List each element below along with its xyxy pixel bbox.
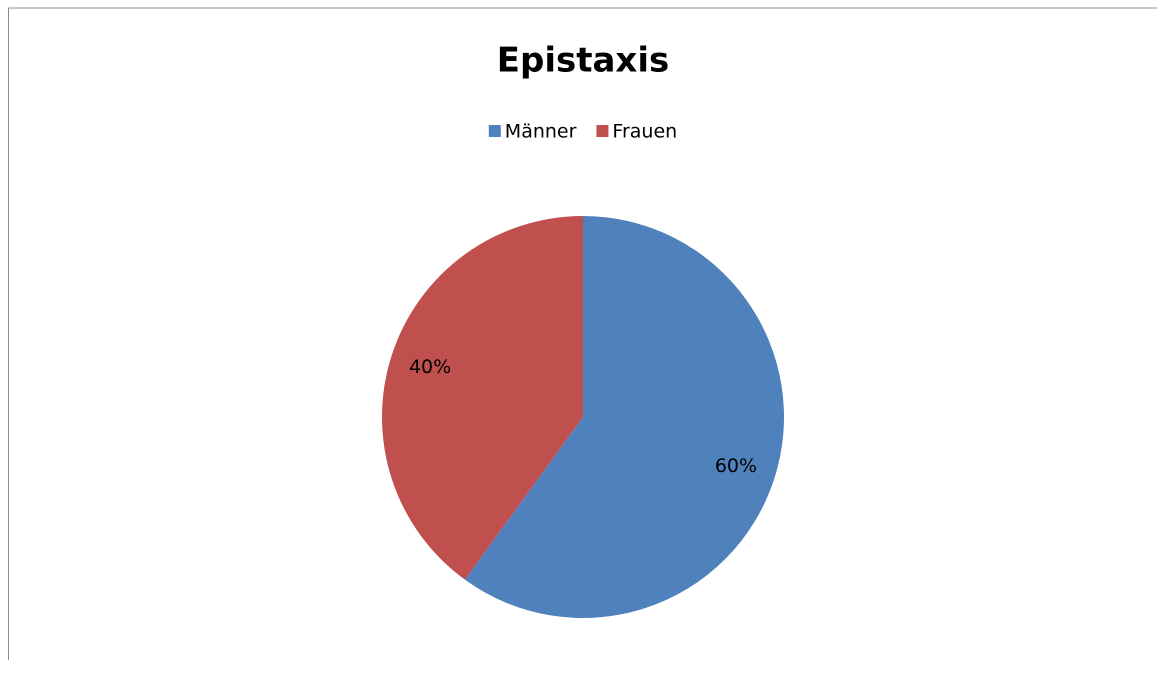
data-label: 40% (409, 356, 451, 378)
legend-label: Männer (505, 121, 577, 143)
pie-slice (382, 216, 583, 580)
legend-swatch (596, 125, 609, 137)
data-label: 60% (715, 455, 757, 477)
pie-slice (464, 216, 784, 618)
legend-label: Frauen (612, 121, 677, 143)
legend-swatch (488, 125, 501, 137)
chart-title: Epistaxis (497, 41, 669, 81)
